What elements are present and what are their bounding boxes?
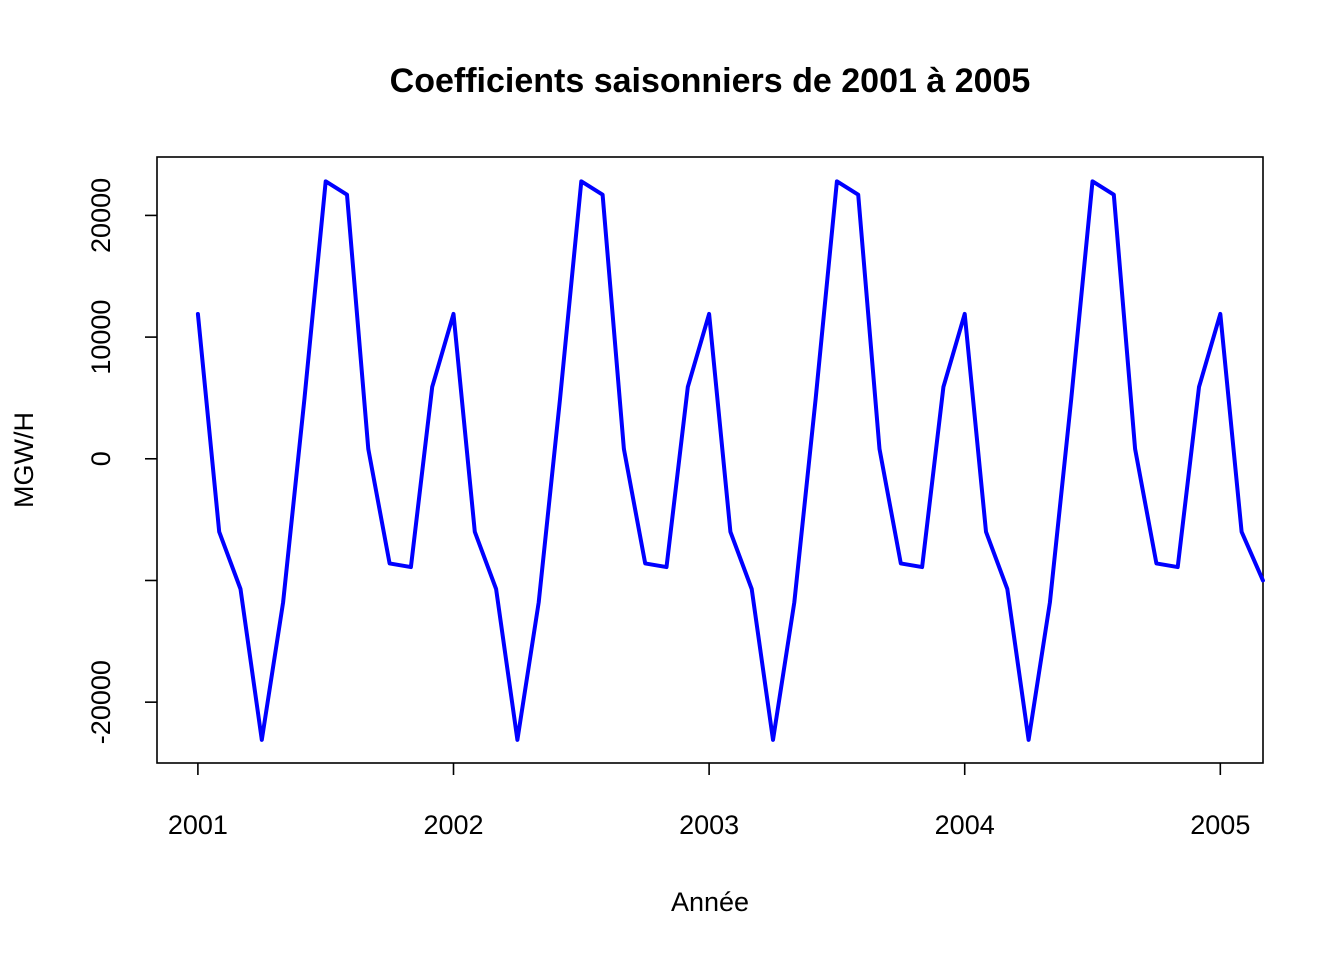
series-line [195, 179, 1265, 742]
y-tick-label: -20000 [86, 660, 116, 744]
x-tick-label: 2005 [1190, 810, 1250, 840]
x-tick-label: 2002 [423, 810, 483, 840]
y-axis: -20000 0 10000 20000 [86, 178, 157, 744]
x-tick-label: 2003 [679, 810, 739, 840]
x-axis: 2001 2002 2003 2004 2005 [168, 763, 1250, 840]
x-tick-label: 2001 [168, 810, 228, 840]
y-tick-label: 0 [86, 451, 116, 466]
series-layer [195, 179, 1265, 742]
y-tick-label: 10000 [86, 300, 116, 375]
plot-frame [156, 156, 1264, 764]
y-axis-label: MGW/H [9, 412, 39, 508]
x-tick-label: 2004 [935, 810, 995, 840]
y-tick-label: 20000 [86, 178, 116, 253]
x-axis-label: Année [671, 887, 749, 917]
chart-title: Coefficients saisonniers de 2001 à 2005 [390, 62, 1031, 100]
